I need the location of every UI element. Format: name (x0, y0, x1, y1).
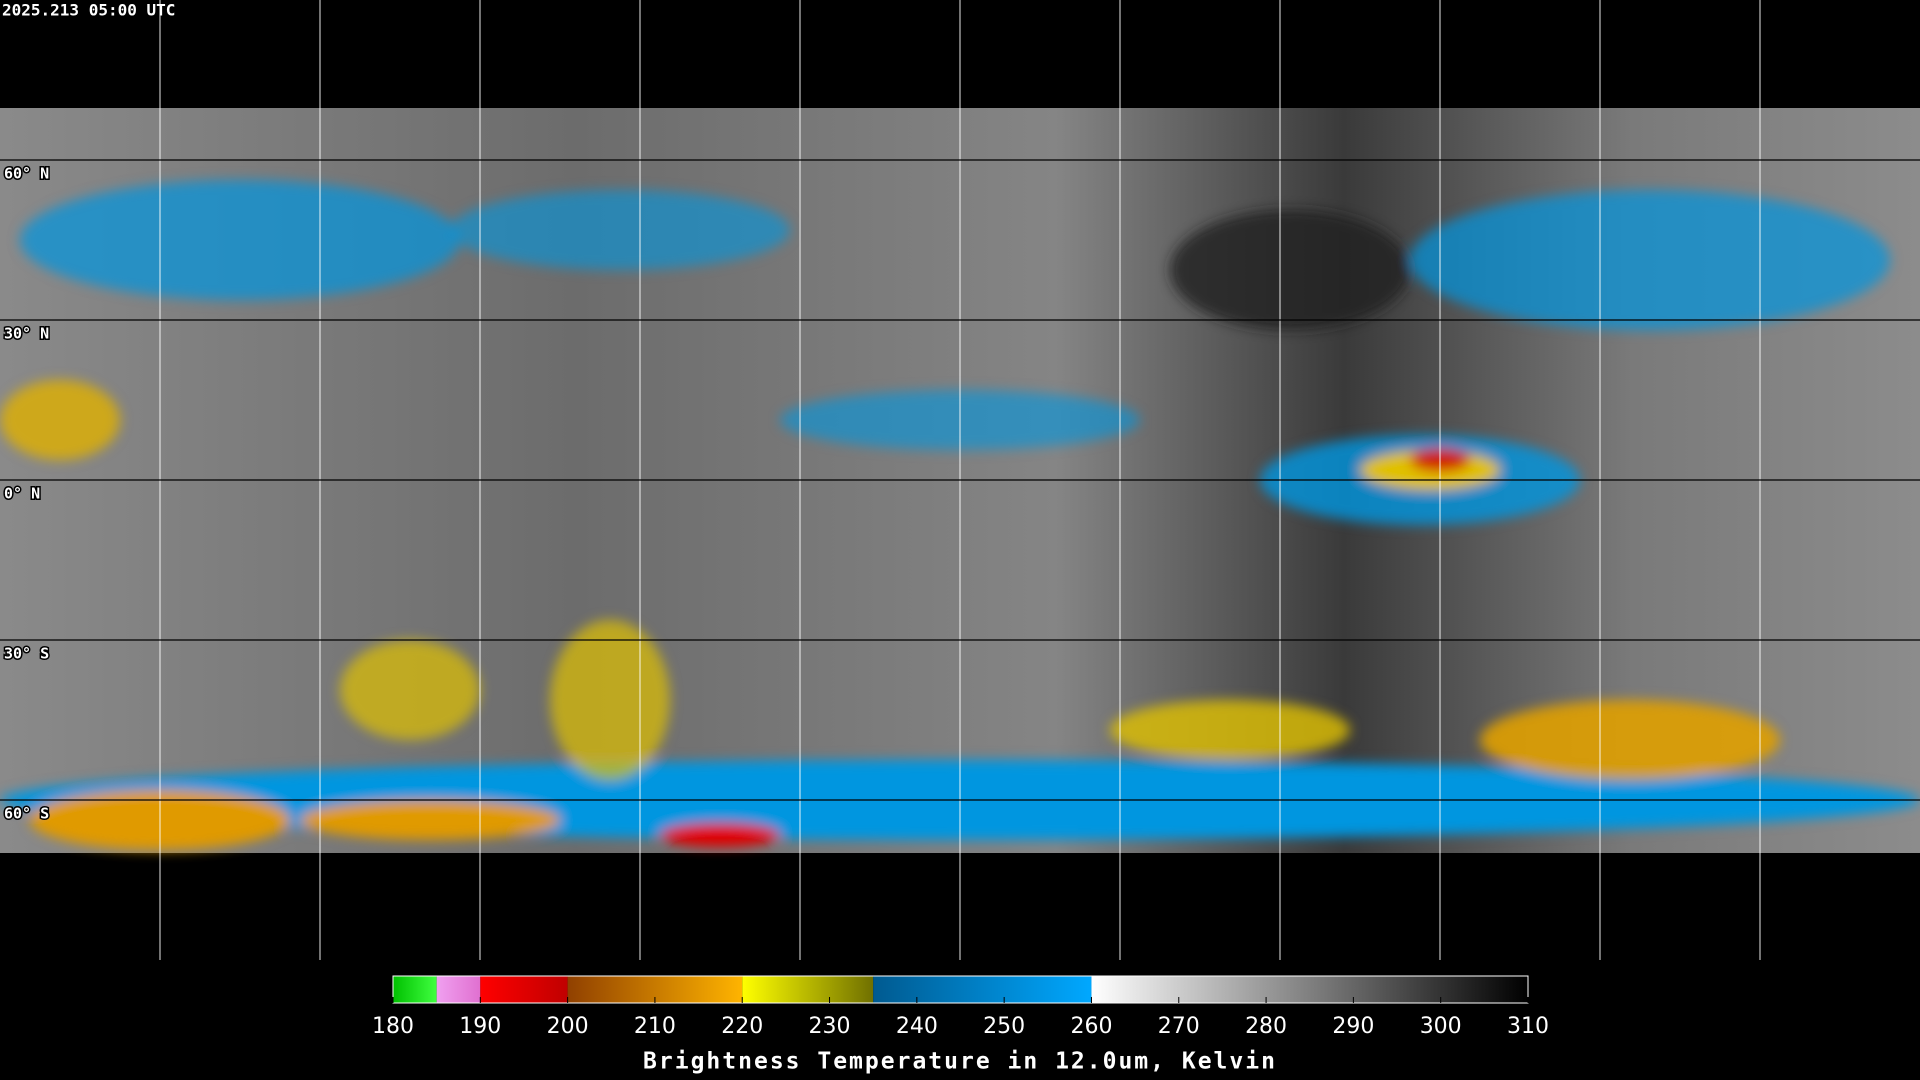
latitude-label: 60° N (4, 165, 49, 183)
colorbar-label: Brightness Temperature in 12.0um, Kelvin (643, 1049, 1277, 1075)
latitude-labels: 60° N 30° N 0° N 30° S 60° S (3, 163, 51, 824)
colorbar: 180 190 200 210 220 230 240 250 260 270 280 290 300 3… (372, 975, 1549, 1039)
timestamp: 2025.213 05:00 UTC (2, 1, 175, 20)
colorbar-segment (873, 976, 1092, 1003)
latitude-label: 30° S (4, 645, 49, 663)
colorbar-tick-label: 210 (634, 1014, 676, 1039)
colorbar-tick-label: 290 (1332, 1014, 1374, 1039)
latitude-label: 30° N (4, 325, 49, 343)
colorbar-tick-label: 180 (372, 1014, 414, 1039)
colorbar-tick-label: 310 (1507, 1014, 1549, 1039)
latitude-label: 60° S (4, 805, 49, 823)
colorbar-frame (392, 975, 1529, 1004)
colorbar-tick-label: 230 (809, 1014, 851, 1039)
colorbar-segment (393, 976, 437, 1003)
colorbar-tick-label: 240 (896, 1014, 938, 1039)
colorbar-segment (1091, 976, 1528, 1003)
colorbar-segment (480, 976, 568, 1003)
latitude-label: 0° N (4, 485, 40, 503)
colorbar-tick-label: 270 (1158, 1014, 1200, 1039)
colorbar-tick-label: 200 (547, 1014, 589, 1039)
colorbar-segment (742, 976, 874, 1003)
colorbar-tick-label: 300 (1420, 1014, 1462, 1039)
colorbar-segment (436, 976, 481, 1003)
colorbar-tick-label: 220 (721, 1014, 763, 1039)
graticule (159, 0, 1761, 960)
colorbar-tick-label: 250 (983, 1014, 1025, 1039)
colorbar-tick-label: 280 (1245, 1014, 1287, 1039)
colorbar-tick-label: 260 (1070, 1014, 1112, 1039)
colorbar-tick-label: 190 (459, 1014, 501, 1039)
